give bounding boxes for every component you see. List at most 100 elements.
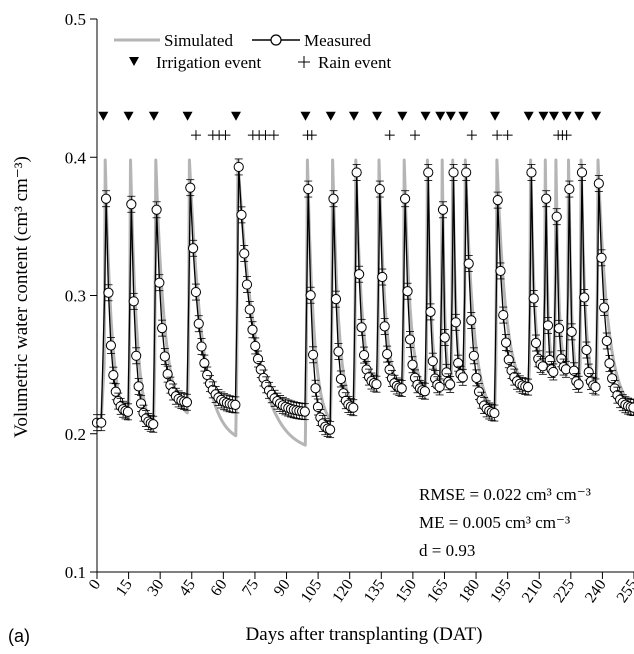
measured-point: [126, 199, 137, 210]
legend-irrigation-marker: [129, 57, 139, 66]
y-tick-label: 0.2: [65, 425, 86, 444]
measured-point: [396, 383, 407, 394]
measured-point: [379, 321, 390, 332]
measured-point: [199, 357, 210, 369]
x-tick-label: 0: [86, 577, 105, 593]
measured-point: [573, 379, 584, 390]
measured-point: [576, 167, 588, 178]
measured-point: [188, 243, 199, 254]
x-tick-label: 255: [614, 577, 634, 606]
measured-point: [356, 322, 367, 333]
measured-point: [607, 373, 618, 384]
x-tick-label: 105: [298, 577, 326, 606]
measured-point: [325, 424, 336, 435]
irrigation-event-marker: [98, 111, 109, 121]
measured-point: [439, 332, 450, 343]
measured-point: [628, 402, 634, 413]
measured-point: [492, 195, 503, 206]
rain-event-marker: [268, 130, 279, 141]
rain-event-marker: [384, 130, 395, 141]
measured-point: [503, 354, 514, 365]
panel-label: (a): [8, 626, 30, 646]
measured-point: [468, 350, 479, 361]
measured-point: [404, 334, 416, 345]
legend-simulated-label: Simulated: [164, 31, 233, 50]
x-tick-label: 225: [550, 577, 578, 606]
measured-point: [299, 406, 310, 417]
measured-point: [351, 167, 362, 178]
measured-point: [601, 335, 612, 347]
measured-point: [541, 193, 552, 204]
measured-point: [151, 204, 162, 215]
measured-point: [522, 381, 534, 393]
measured-point: [448, 167, 459, 178]
measured-point: [96, 417, 107, 428]
measured-point: [122, 406, 134, 417]
measured-point: [236, 209, 247, 220]
measured-point: [103, 287, 114, 298]
x-tick-label: 210: [519, 577, 547, 606]
irrigation-event-marker: [397, 111, 408, 121]
measured-point: [407, 359, 418, 370]
measured-point: [303, 183, 314, 195]
irrigation-event-marker: [561, 111, 572, 121]
measured-point: [461, 167, 472, 178]
measured-point: [457, 372, 468, 383]
x-tick-label: 30: [144, 577, 167, 600]
measured-point: [551, 211, 562, 222]
rain-event-marker: [260, 130, 271, 141]
measured-point: [255, 364, 266, 375]
legend: Simulated Measured Irrigation event Rain…: [114, 31, 391, 72]
measured-point: [402, 286, 413, 297]
measured-point: [530, 337, 542, 349]
legend-irrigation-label: Irrigation event: [156, 53, 262, 72]
irrigation-event-marker: [230, 111, 241, 121]
legend-rain-label: Rain event: [318, 53, 391, 72]
measured-point: [239, 248, 250, 259]
measured-point: [526, 167, 537, 178]
measured-point: [154, 277, 165, 288]
measured-point: [100, 193, 112, 204]
measured-point: [537, 361, 548, 372]
measured-point: [489, 407, 500, 419]
rain-event-marker: [492, 130, 503, 141]
measured-point: [305, 290, 316, 301]
x-tick-label: 15: [113, 577, 136, 600]
measured-point: [473, 386, 485, 397]
irrigation-event-marker: [445, 111, 456, 121]
measured-point: [528, 293, 539, 304]
measured-point: [384, 364, 395, 375]
x-tick-label: 240: [582, 577, 610, 606]
y-axis-label: Volumetric water content (cm³ cm⁻³): [11, 156, 32, 438]
x-tick-label: 90: [271, 577, 294, 600]
measured-point: [441, 367, 452, 378]
legend-rain-marker: [298, 56, 310, 68]
y-tick-label: 0.4: [65, 148, 87, 167]
y-tick-label: 0.1: [65, 563, 86, 582]
measured-point: [399, 193, 411, 204]
irrigation-event-marker: [523, 111, 534, 121]
measured-point: [133, 381, 144, 392]
measured-point: [596, 252, 607, 263]
irrigation-event-marker: [348, 111, 359, 121]
measured-point: [202, 369, 213, 381]
irrigation-event-marker: [574, 111, 585, 121]
measured-line: [97, 166, 634, 431]
measured-point: [244, 304, 255, 315]
irrigation-event-marker: [325, 111, 336, 121]
measured-point: [568, 365, 580, 376]
measured-point: [193, 318, 204, 329]
measured-point: [354, 269, 365, 280]
stat-d: d = 0.93: [419, 541, 475, 560]
irrigation-event-marker: [300, 111, 311, 121]
x-tick-label: 195: [487, 577, 515, 606]
x-tick-label: 180: [456, 577, 484, 606]
event-markers: [98, 111, 602, 141]
measured-point: [583, 367, 594, 378]
measured-point: [307, 349, 319, 360]
rain-event-marker: [306, 130, 317, 141]
rain-event-marker: [190, 130, 201, 141]
irrigation-event-marker: [372, 111, 383, 121]
x-tick-label: 165: [424, 577, 452, 606]
